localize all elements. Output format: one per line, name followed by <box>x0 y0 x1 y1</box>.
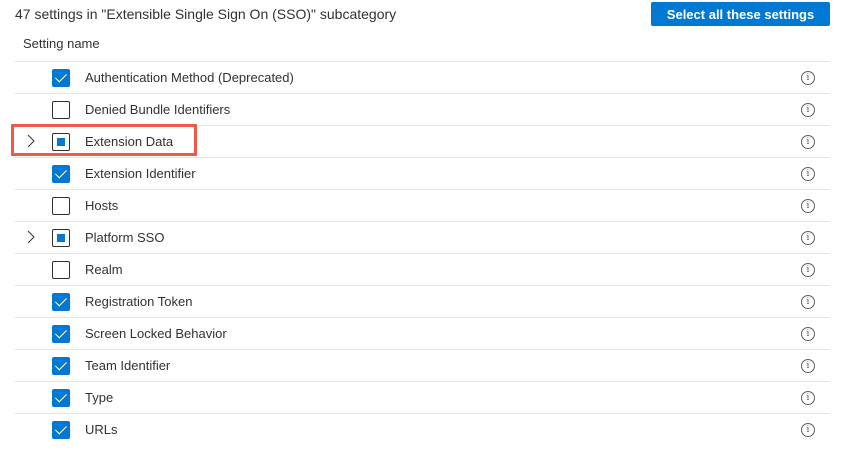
setting-row: URLs i <box>15 413 830 445</box>
setting-label: Realm <box>85 262 123 277</box>
info-icon[interactable]: i <box>801 167 815 181</box>
setting-label: Team Identifier <box>85 358 171 373</box>
setting-row: Platform SSO i <box>15 221 830 253</box>
setting-checkbox[interactable] <box>52 197 70 215</box>
settings-list: Authentication Method (Deprecated) i Denie… <box>15 61 830 445</box>
setting-row: Hosts i <box>15 189 830 221</box>
setting-row: Realm i <box>15 253 830 285</box>
setting-checkbox[interactable] <box>52 325 70 343</box>
setting-checkbox[interactable] <box>52 101 70 119</box>
setting-row: Type i <box>15 381 830 413</box>
info-icon[interactable]: i <box>801 327 815 341</box>
setting-label: Platform SSO <box>85 230 165 245</box>
setting-checkbox[interactable] <box>52 389 70 407</box>
select-all-button[interactable]: Select all these settings <box>651 2 830 26</box>
setting-row: Authentication Method (Deprecated) i <box>15 61 830 93</box>
info-icon[interactable]: i <box>801 103 815 117</box>
setting-label: Extension Data <box>85 134 174 149</box>
setting-label: Extension Identifier <box>85 166 196 181</box>
info-icon[interactable]: i <box>801 423 815 437</box>
setting-label: Registration Token <box>85 294 193 309</box>
chevron-right-icon[interactable] <box>24 230 38 244</box>
setting-checkbox[interactable] <box>52 421 70 439</box>
setting-checkbox[interactable] <box>52 133 70 151</box>
info-icon[interactable]: i <box>801 263 815 277</box>
setting-row: Team Identifier i <box>15 349 830 381</box>
info-icon[interactable]: i <box>801 359 815 373</box>
info-icon[interactable]: i <box>801 199 815 213</box>
setting-label: Type <box>85 390 114 405</box>
setting-row: Registration Token i <box>15 285 830 317</box>
setting-checkbox[interactable] <box>52 261 70 279</box>
info-icon[interactable]: i <box>801 71 815 85</box>
setting-checkbox[interactable] <box>52 293 70 311</box>
chevron-right-icon[interactable] <box>24 134 38 148</box>
setting-row: Extension Data i <box>15 125 830 157</box>
info-icon[interactable]: i <box>801 135 815 149</box>
setting-checkbox[interactable] <box>52 357 70 375</box>
setting-row: Denied Bundle Identifiers i <box>15 93 830 125</box>
info-icon[interactable]: i <box>801 391 815 405</box>
setting-row: Screen Locked Behavior i <box>15 317 830 349</box>
setting-label: URLs <box>85 422 118 437</box>
setting-row: Extension Identifier i <box>15 157 830 189</box>
setting-checkbox[interactable] <box>52 229 70 247</box>
column-header-setting-name: Setting name <box>23 36 100 51</box>
setting-label: Authentication Method (Deprecated) <box>85 70 294 85</box>
setting-label: Screen Locked Behavior <box>85 326 227 341</box>
setting-checkbox[interactable] <box>52 165 70 183</box>
info-icon[interactable]: i <box>801 295 815 309</box>
setting-checkbox[interactable] <box>52 69 70 87</box>
setting-label: Hosts <box>85 198 119 213</box>
setting-label: Denied Bundle Identifiers <box>85 102 231 117</box>
subcategory-title: 47 settings in "Extensible Single Sign O… <box>15 6 397 22</box>
info-icon[interactable]: i <box>801 231 815 245</box>
